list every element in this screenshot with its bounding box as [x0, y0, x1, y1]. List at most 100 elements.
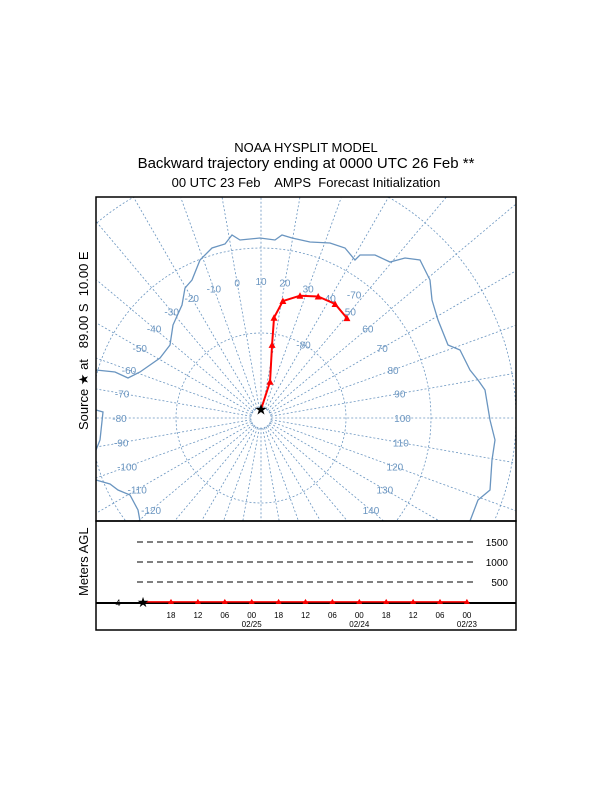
meridian-line: [174, 425, 255, 521]
trajectory-marker: [296, 292, 304, 299]
longitude-label: 10: [255, 277, 267, 288]
longitude-label: 0: [234, 279, 240, 290]
meridian-line: [223, 427, 258, 521]
longitude-label: -70: [115, 390, 130, 401]
meridian-line: [270, 325, 516, 415]
meridian-line: [96, 221, 255, 411]
trajectory-marker: [270, 314, 278, 321]
trajectory: ★: [254, 292, 351, 419]
height-marker: [383, 598, 390, 604]
latitude-label: -80: [296, 340, 311, 351]
longitude-label: 120: [387, 463, 404, 474]
trajectory-line: [260, 294, 348, 410]
longitude-label: -120: [141, 506, 161, 517]
hour-tick-label: 18: [382, 611, 391, 620]
height-axis-label: Meters AGL: [76, 527, 91, 596]
height-level-label: 1000: [486, 558, 509, 569]
longitude-label: -20: [185, 294, 200, 305]
meridian-line: [270, 419, 516, 464]
hour-tick-label: 00: [247, 611, 256, 620]
longitude-label: -90: [114, 439, 129, 450]
coastline-west: [95, 409, 141, 522]
meridian-line: [268, 424, 384, 521]
height-marker: [329, 598, 336, 604]
meridian-line: [138, 424, 254, 521]
longitude-label: 60: [362, 324, 374, 335]
hour-tick-label: 18: [167, 611, 176, 620]
coastline: [95, 234, 496, 522]
hour-tick-label: 12: [409, 611, 418, 620]
meridian-line: [96, 357, 252, 415]
date-tick-label: 02/23: [457, 620, 478, 629]
meridian-line: [96, 322, 253, 414]
meridian-line: [133, 196, 257, 410]
longitude-label: 90: [394, 390, 406, 401]
meridian-line: [201, 426, 257, 521]
meridian-line: [267, 425, 348, 521]
meridian-line: [268, 203, 517, 412]
source-star-icon: ★: [137, 594, 150, 610]
longitude-label: 100: [394, 414, 411, 425]
longitude-label: -100: [117, 463, 137, 474]
longitude-label: -50: [133, 344, 148, 355]
height-marker: [437, 598, 443, 604]
parallel-circle: [175, 332, 347, 504]
height-marker: [194, 598, 201, 604]
meridian-line: [269, 422, 439, 521]
height-marker: [410, 598, 417, 604]
height-level-label: 1500: [486, 538, 509, 549]
trajectory-marker: [343, 314, 351, 322]
forecast-subtitle: 00 UTC 23 Feb AMPS Forecast Initializati…: [171, 175, 441, 190]
longitude-label: -60: [122, 366, 137, 377]
longitude-label: 40: [325, 294, 337, 305]
hour-tick-label: 06: [220, 611, 229, 620]
hour-tick-label: 00: [462, 611, 471, 620]
longitude-label: 30: [303, 284, 315, 295]
height-marker: [356, 598, 363, 604]
meridian-line: [180, 197, 258, 409]
height-frame: [95, 520, 517, 631]
meridian-line: [270, 372, 516, 417]
source-height-label: 4: [115, 598, 120, 608]
height-level-label: 500: [491, 578, 508, 589]
height-marker: [302, 598, 309, 604]
longitude-label: 130: [376, 486, 393, 497]
longitude-label: -80: [112, 414, 127, 425]
meridian-line: [270, 421, 516, 511]
trajectory-marker: [266, 378, 274, 385]
meridian-line: [221, 197, 260, 409]
hour-tick-label: 06: [436, 611, 445, 620]
height-marker: [248, 598, 255, 604]
trajectory-marker: [331, 300, 339, 307]
longitude-label: 80: [387, 366, 399, 377]
meridian-line: [96, 421, 252, 479]
source-label: Source ★ at 89.00 S 10.00 E: [76, 251, 91, 430]
meridian-line: [265, 426, 321, 521]
latitude-label: -70: [347, 290, 362, 301]
longitude-label: 20: [279, 279, 291, 290]
model-title: NOAA HYSPLIT MODEL: [234, 140, 378, 155]
date-tick-label: 02/25: [242, 620, 263, 629]
hour-tick-label: 12: [301, 611, 310, 620]
meridian-line: [269, 270, 517, 414]
meridian-line: [264, 427, 299, 521]
meridian-line: [96, 422, 253, 514]
hour-tick-label: 06: [328, 611, 337, 620]
trajectory-marker: [279, 297, 287, 305]
height-marker: [463, 598, 470, 604]
hour-tick-label: 18: [274, 611, 283, 620]
parallel-circle: [96, 196, 517, 520]
trajectory-marker: [314, 292, 322, 300]
meridian-line: [262, 427, 280, 522]
longitude-label: 70: [377, 344, 389, 355]
parallel-circle: [95, 247, 432, 521]
height-marker: [168, 598, 174, 604]
meridian-line: [264, 197, 342, 409]
trajectory-marker: [268, 341, 276, 348]
trajectory-title: Backward trajectory ending at 0000 UTC 2…: [137, 155, 475, 172]
meridian-line: [265, 196, 389, 410]
map-grid: -120-110-100-90-80-70-60-50-40-30-20-100…: [95, 196, 517, 522]
date-tick-label: 02/24: [349, 620, 370, 629]
